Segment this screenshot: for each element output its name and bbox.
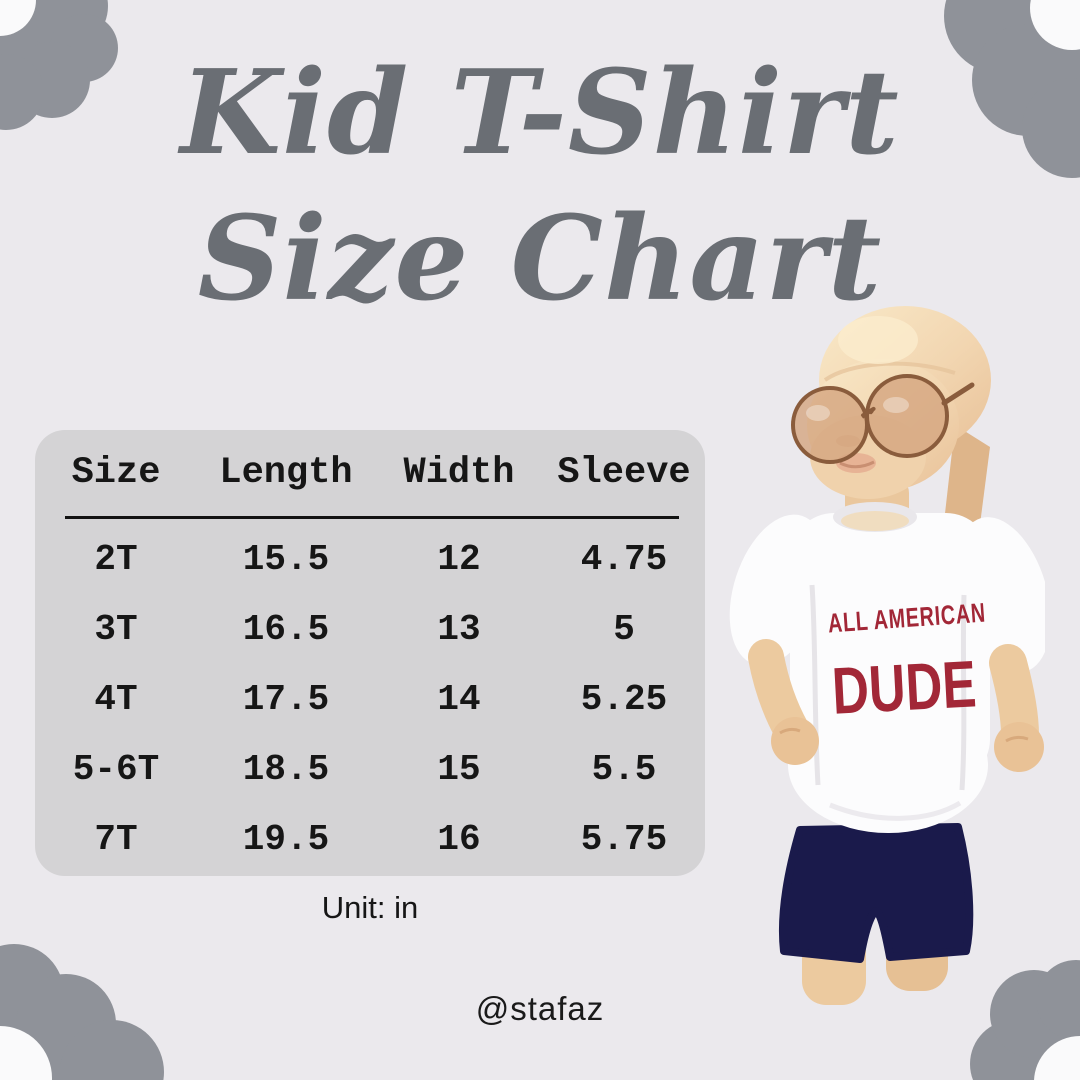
table-cell: 19.5 xyxy=(242,818,330,860)
table-cell: 15.5 xyxy=(242,538,330,580)
table-cell: 16.5 xyxy=(242,608,330,650)
shirt-text-line2: DUDE xyxy=(830,646,978,727)
table-cell: 3T xyxy=(94,608,138,650)
unit-label: Unit: in xyxy=(321,890,419,925)
column-header-sleeve: Sleeve xyxy=(557,452,691,494)
title-line-1: Kid T-Shirt xyxy=(180,45,900,181)
table-cell: 5.25 xyxy=(580,678,668,720)
column-header-size: Size xyxy=(71,452,161,494)
table-cell: 4.75 xyxy=(580,538,668,580)
kid-neck-shadow xyxy=(942,425,990,540)
table-cell: 2T xyxy=(94,538,138,580)
cloud-icon-top-left xyxy=(0,0,118,130)
table-cell: 12 xyxy=(437,538,481,580)
social-handle: @stafaz xyxy=(475,990,605,1027)
cloud-icon-bottom-left xyxy=(0,944,164,1080)
cloud-icon-bottom-right xyxy=(970,960,1080,1080)
kid-arm-left xyxy=(748,639,819,765)
table-cell: 16 xyxy=(437,818,481,860)
title-line-2: Size Chart xyxy=(197,191,883,327)
size-table-body: 2T 15.5 12 4.75 3T 16.5 13 5 4T 17.5 14 … xyxy=(35,524,705,874)
column-header-length: Length xyxy=(219,452,353,494)
table-cell: 14 xyxy=(437,678,481,720)
table-cell: 18.5 xyxy=(242,748,330,790)
table-cell: 5.75 xyxy=(580,818,668,860)
page-title: Kid T-Shirt Size Chart xyxy=(0,40,1080,332)
table-cell: 5 xyxy=(613,608,635,650)
kid-sunglasses xyxy=(791,374,975,464)
kid-shirt xyxy=(729,502,1045,833)
kid-photo: ALL AMERICAN DUDE xyxy=(729,306,1045,1005)
kid-arm-right xyxy=(989,644,1044,772)
table-cell: 13 xyxy=(437,608,481,650)
table-cell: 4T xyxy=(94,678,138,720)
column-header-width: Width xyxy=(403,452,515,494)
table-cell: 17.5 xyxy=(242,678,330,720)
table-cell: 15 xyxy=(437,748,481,790)
table-cell: 5-6T xyxy=(72,748,160,790)
cloud-icon-top-right xyxy=(944,0,1080,178)
size-table: Size Length Width Sleeve 2T 15.5 12 4.75… xyxy=(35,430,705,876)
size-table-header-row: Size Length Width Sleeve xyxy=(35,430,705,516)
table-cell: 5.5 xyxy=(591,748,657,790)
kid-shorts xyxy=(778,823,974,963)
table-cell: 7T xyxy=(94,818,138,860)
header-divider xyxy=(65,516,679,519)
